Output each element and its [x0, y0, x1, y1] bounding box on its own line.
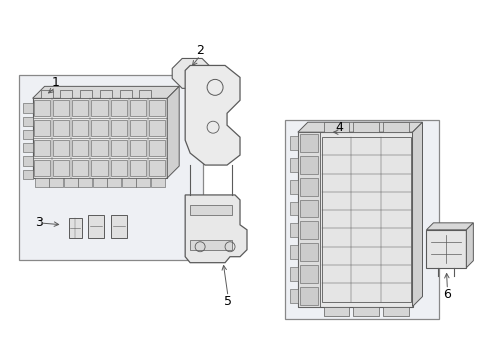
Bar — [190, 240, 232, 250]
Bar — [107, 178, 122, 187]
Bar — [298, 132, 320, 306]
Bar — [35, 178, 49, 187]
Bar — [111, 100, 127, 116]
Bar — [53, 160, 69, 176]
Bar — [72, 140, 88, 156]
Bar — [23, 170, 33, 179]
Bar — [290, 289, 298, 302]
Bar — [49, 178, 63, 187]
Polygon shape — [185, 66, 240, 165]
Polygon shape — [33, 86, 179, 98]
Bar — [53, 120, 69, 136]
Bar — [290, 202, 298, 215]
Bar — [383, 122, 409, 132]
Bar — [130, 140, 146, 156]
Bar — [23, 157, 33, 166]
Bar — [78, 178, 93, 187]
Bar — [120, 90, 132, 98]
Bar — [111, 215, 127, 238]
Bar — [60, 90, 73, 98]
Bar — [122, 178, 136, 187]
Bar — [23, 130, 33, 139]
Bar — [300, 134, 318, 152]
Bar — [111, 140, 127, 156]
Bar — [300, 243, 318, 261]
Bar — [72, 100, 88, 116]
Bar — [140, 90, 151, 98]
Bar — [136, 178, 150, 187]
Bar — [72, 160, 88, 176]
Bar — [41, 90, 52, 98]
Bar — [72, 120, 88, 136]
Bar — [300, 265, 318, 283]
Bar — [383, 306, 409, 316]
Bar — [19, 75, 203, 260]
Bar — [69, 218, 82, 238]
Bar — [34, 120, 50, 136]
Bar — [89, 215, 104, 238]
Bar — [324, 122, 349, 132]
Bar — [149, 160, 165, 176]
Bar — [34, 160, 50, 176]
Bar — [324, 306, 349, 316]
Text: 6: 6 — [443, 288, 451, 301]
Polygon shape — [298, 122, 422, 132]
Bar — [23, 103, 33, 113]
Bar — [111, 120, 127, 136]
Bar — [100, 90, 112, 98]
Bar — [34, 100, 50, 116]
Bar — [130, 120, 146, 136]
Bar — [190, 205, 232, 215]
Text: 3: 3 — [35, 216, 43, 229]
Polygon shape — [185, 195, 247, 263]
Bar — [91, 100, 107, 116]
Bar — [290, 180, 298, 194]
Bar — [300, 287, 318, 305]
Bar — [290, 267, 298, 281]
Bar — [149, 140, 165, 156]
Polygon shape — [172, 58, 210, 88]
Bar — [33, 98, 167, 178]
Bar — [34, 140, 50, 156]
Bar — [53, 140, 69, 156]
Text: 5: 5 — [224, 295, 232, 308]
Bar — [151, 178, 165, 187]
Bar — [322, 137, 411, 302]
Bar — [23, 117, 33, 126]
Bar — [130, 100, 146, 116]
Bar — [290, 136, 298, 150]
Bar — [353, 306, 379, 316]
Bar — [149, 100, 165, 116]
Bar — [290, 223, 298, 237]
Bar — [300, 156, 318, 174]
Bar — [300, 178, 318, 195]
Polygon shape — [466, 223, 473, 268]
Bar — [53, 100, 69, 116]
Bar — [300, 199, 318, 217]
Bar — [91, 160, 107, 176]
Bar — [290, 245, 298, 259]
Bar — [80, 90, 92, 98]
Bar — [285, 120, 440, 319]
Bar — [111, 160, 127, 176]
Polygon shape — [426, 223, 473, 230]
Bar — [93, 178, 107, 187]
Polygon shape — [167, 86, 179, 178]
Bar — [426, 230, 466, 268]
Bar — [300, 221, 318, 239]
Bar — [64, 178, 78, 187]
Bar — [149, 120, 165, 136]
Polygon shape — [413, 122, 422, 306]
Bar — [298, 132, 413, 306]
Bar — [353, 122, 379, 132]
Bar — [23, 143, 33, 152]
Text: 1: 1 — [51, 76, 59, 89]
Bar — [130, 160, 146, 176]
Bar — [91, 140, 107, 156]
Bar — [290, 158, 298, 172]
Text: 2: 2 — [196, 44, 204, 57]
Text: 4: 4 — [336, 121, 343, 134]
Bar — [91, 120, 107, 136]
